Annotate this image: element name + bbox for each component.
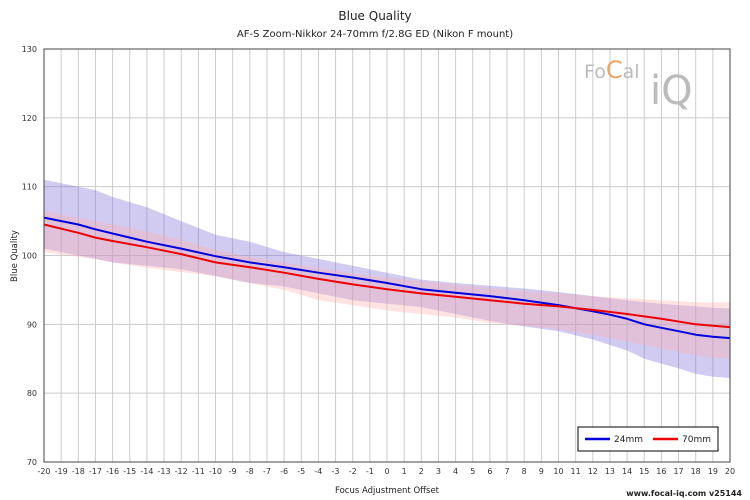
logo-iq: iQ: [650, 68, 693, 114]
x-tick-label: -1: [366, 467, 374, 476]
focal-iq-logo: FoCal iQ: [584, 56, 693, 114]
x-tick-label: -16: [106, 467, 119, 476]
confidence-bands: [44, 179, 730, 378]
svg-text:FoCal: FoCal: [584, 56, 640, 84]
band-70mm: [44, 210, 730, 359]
x-tick-label: -7: [263, 467, 271, 476]
x-tick-label: -19: [55, 467, 68, 476]
x-tick-label: 5: [470, 467, 475, 476]
x-axis-label: Focus Adjustment Offset: [335, 486, 440, 496]
logo-part1: Fo: [584, 61, 606, 83]
y-tick-label: 130: [22, 45, 37, 54]
x-tick-label: 20: [725, 467, 735, 476]
logo-part3: al: [623, 61, 640, 83]
x-tick-label: 6: [487, 467, 492, 476]
chart-title: Blue Quality: [338, 9, 411, 23]
x-tick-label: 11: [571, 467, 581, 476]
x-tick-label: -17: [89, 467, 102, 476]
y-tick-label: 70: [27, 458, 37, 467]
x-tick-label: -15: [123, 467, 136, 476]
x-tick-label: -18: [72, 467, 85, 476]
x-tick-label: -20: [37, 467, 50, 476]
y-tick-label: 110: [22, 183, 37, 192]
y-tick-labels: 70 80 90 100 110 120 130: [22, 45, 37, 467]
series-line-70mm: [43, 223, 731, 329]
x-tick-label: -14: [140, 467, 153, 476]
x-tick-label: -13: [158, 467, 171, 476]
grid: [44, 49, 730, 462]
x-tick-label: 7: [505, 467, 510, 476]
x-tick-label: 1: [402, 467, 407, 476]
x-tick-label: 2: [419, 467, 424, 476]
x-tick-label: 13: [605, 467, 615, 476]
y-tick-label: 100: [22, 252, 37, 261]
x-tick-label: 19: [708, 467, 718, 476]
x-tick-labels: -20 -19 -18 -17 -16 -15 -14 -13 -12 -11 -10 -9 -8 -7-…: [37, 467, 735, 476]
legend-label-24mm: 24mm: [614, 435, 643, 445]
y-tick-label: 90: [27, 320, 37, 329]
x-tick-label: 17: [673, 467, 683, 476]
x-tick-label: 0: [384, 467, 389, 476]
x-tick-label: 12: [588, 467, 598, 476]
x-tick-label: -8: [246, 467, 254, 476]
x-tick-label: -3: [332, 467, 340, 476]
x-tick-label: -10: [209, 467, 222, 476]
footer-text: www.focal-iq.com v25144: [626, 489, 742, 498]
x-tick-label: 18: [691, 467, 701, 476]
x-tick-label: 4: [453, 467, 458, 476]
legend: 24mm 70mm: [577, 426, 719, 452]
x-tick-label: 16: [656, 467, 666, 476]
chart-subtitle: AF-S Zoom-Nikkor 24-70mm f/2.8G ED (Niko…: [237, 29, 513, 40]
x-tick-label: -9: [229, 467, 237, 476]
x-tick-label: -11: [192, 467, 205, 476]
series-lines: [43, 216, 731, 340]
x-tick-label: -5: [297, 467, 305, 476]
plot-frame: [43, 48, 731, 463]
logo-part2: C: [606, 56, 623, 84]
series-line-24mm: [43, 216, 731, 340]
x-tick-label: -2: [349, 467, 357, 476]
x-tick-label: -6: [280, 467, 288, 476]
x-tick-label: 9: [539, 467, 544, 476]
band-24mm: [44, 179, 730, 378]
y-tick-label: 80: [27, 389, 37, 398]
legend-label-70mm: 70mm: [682, 435, 711, 445]
x-tick-label: -12: [175, 467, 188, 476]
x-tick-label: 14: [622, 467, 632, 476]
y-axis-label: Blue Quality: [10, 230, 20, 282]
x-tick-label: 3: [436, 467, 441, 476]
x-tick-label: -4: [314, 467, 322, 476]
y-tick-label: 120: [22, 114, 37, 123]
x-tick-label: 8: [522, 467, 527, 476]
x-tick-label: 15: [639, 467, 649, 476]
x-tick-label: 10: [553, 467, 563, 476]
